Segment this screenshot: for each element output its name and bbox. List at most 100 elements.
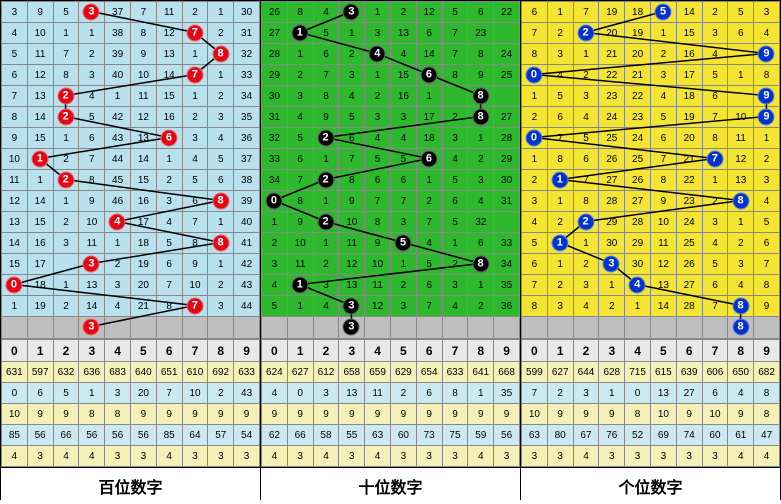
cell: 1 [208,2,234,23]
cell: 19 [625,23,651,44]
cell: 31 [262,107,288,128]
cell: 3 [547,44,573,65]
ball-prediction: 3 [343,318,360,335]
stat-cell: 9 [728,404,754,425]
stat-cell: 3 [27,446,53,467]
cell: 9 [130,44,156,65]
stat-cell: 4 [156,446,182,467]
cell: 8 [313,86,339,107]
ball: 0 [525,66,542,83]
stat-cell: 3 [234,446,260,467]
cell: 4 [156,212,182,233]
cell: 4 [339,86,365,107]
stat-cell: 56 [27,425,53,446]
cell [53,254,79,275]
cell: 5 [390,149,416,170]
ball: 1 [551,234,568,251]
panel-title: 十位数字 [261,467,520,504]
ball: 5 [395,234,412,251]
chart-root: 3953771121304101138812231511723991313261… [0,0,781,500]
col-header: 6 [416,340,442,362]
ball: 8 [472,87,489,104]
stat-cell: 56 [105,425,131,446]
ball: 7 [706,150,723,167]
cell: 18 [416,128,442,149]
cell: 22 [676,170,702,191]
cell: 29 [625,233,651,254]
cell: 5 [442,170,468,191]
cell: 12 [339,254,365,275]
ball: 1 [31,150,48,167]
stat-cell: 9 [547,404,573,425]
stat-cell: 56 [130,425,156,446]
cell: 13 [390,23,416,44]
cell: 2 [208,23,234,44]
cell: 14 [650,296,676,317]
stat-cell: 624 [262,362,288,383]
cell: 3 [53,233,79,254]
stat-cell: 76 [599,425,625,446]
ball: 3 [83,3,100,20]
cell: 34 [494,254,520,275]
cell: 13 [130,128,156,149]
cell: 1 [208,212,234,233]
ball: 6 [420,66,437,83]
cell: 20 [130,275,156,296]
cell: 3 [468,170,494,191]
ball: 0 [525,129,542,146]
cell: 7 [365,191,391,212]
cell: 18 [625,2,651,23]
stat-cell: 80 [547,425,573,446]
cell: 1 [287,296,313,317]
stat-cell: 639 [676,362,702,383]
cell: 9 [365,233,391,254]
col-header: 2 [53,340,79,362]
cell: 19 [676,107,702,128]
stat-cell: 3 [287,446,313,467]
stat-cell: 4 [79,446,105,467]
cell: 3 [105,275,131,296]
cell: 6 [547,107,573,128]
stat-cell: 1 [79,383,105,404]
cell: 31 [494,191,520,212]
cell: 4 [702,44,728,65]
cell: 13 [2,212,28,233]
cell: 10 [182,275,208,296]
cell: 2 [754,149,780,170]
cell: 1 [416,86,442,107]
stat-cell: 69 [650,425,676,446]
cell: 4 [522,212,548,233]
stat-cell: 20 [130,383,156,404]
cell: 12 [365,296,391,317]
cell: 9 [79,191,105,212]
cell: 2 [522,107,548,128]
cell: 10 [339,212,365,233]
col-header: 4 [625,340,651,362]
cell: 6 [468,233,494,254]
cell: 4 [573,107,599,128]
stat-cell: 4 [53,446,79,467]
cell: 21 [625,65,651,86]
cell: 21 [130,296,156,317]
stat-cell: 63 [365,425,391,446]
cell: 12 [2,191,28,212]
cell: 1 [53,128,79,149]
cell: 3 [573,275,599,296]
stat-cell: 9 [494,404,520,425]
cell: 1 [339,23,365,44]
stat-cell: 632 [53,362,79,383]
ball: 3 [603,255,620,272]
cell: 6 [416,23,442,44]
stat-cell: 27 [676,383,702,404]
cell: 2 [313,254,339,275]
cell [494,23,520,44]
col-header: 1 [547,340,573,362]
cell: 2 [522,170,548,191]
ball: 8 [472,255,489,272]
cell: 4 [105,296,131,317]
stat-cell: 3 [494,446,520,467]
cell: 28 [262,44,288,65]
cell: 3 [390,107,416,128]
stat-cell: 0 [2,383,28,404]
cell: 5 [522,233,548,254]
